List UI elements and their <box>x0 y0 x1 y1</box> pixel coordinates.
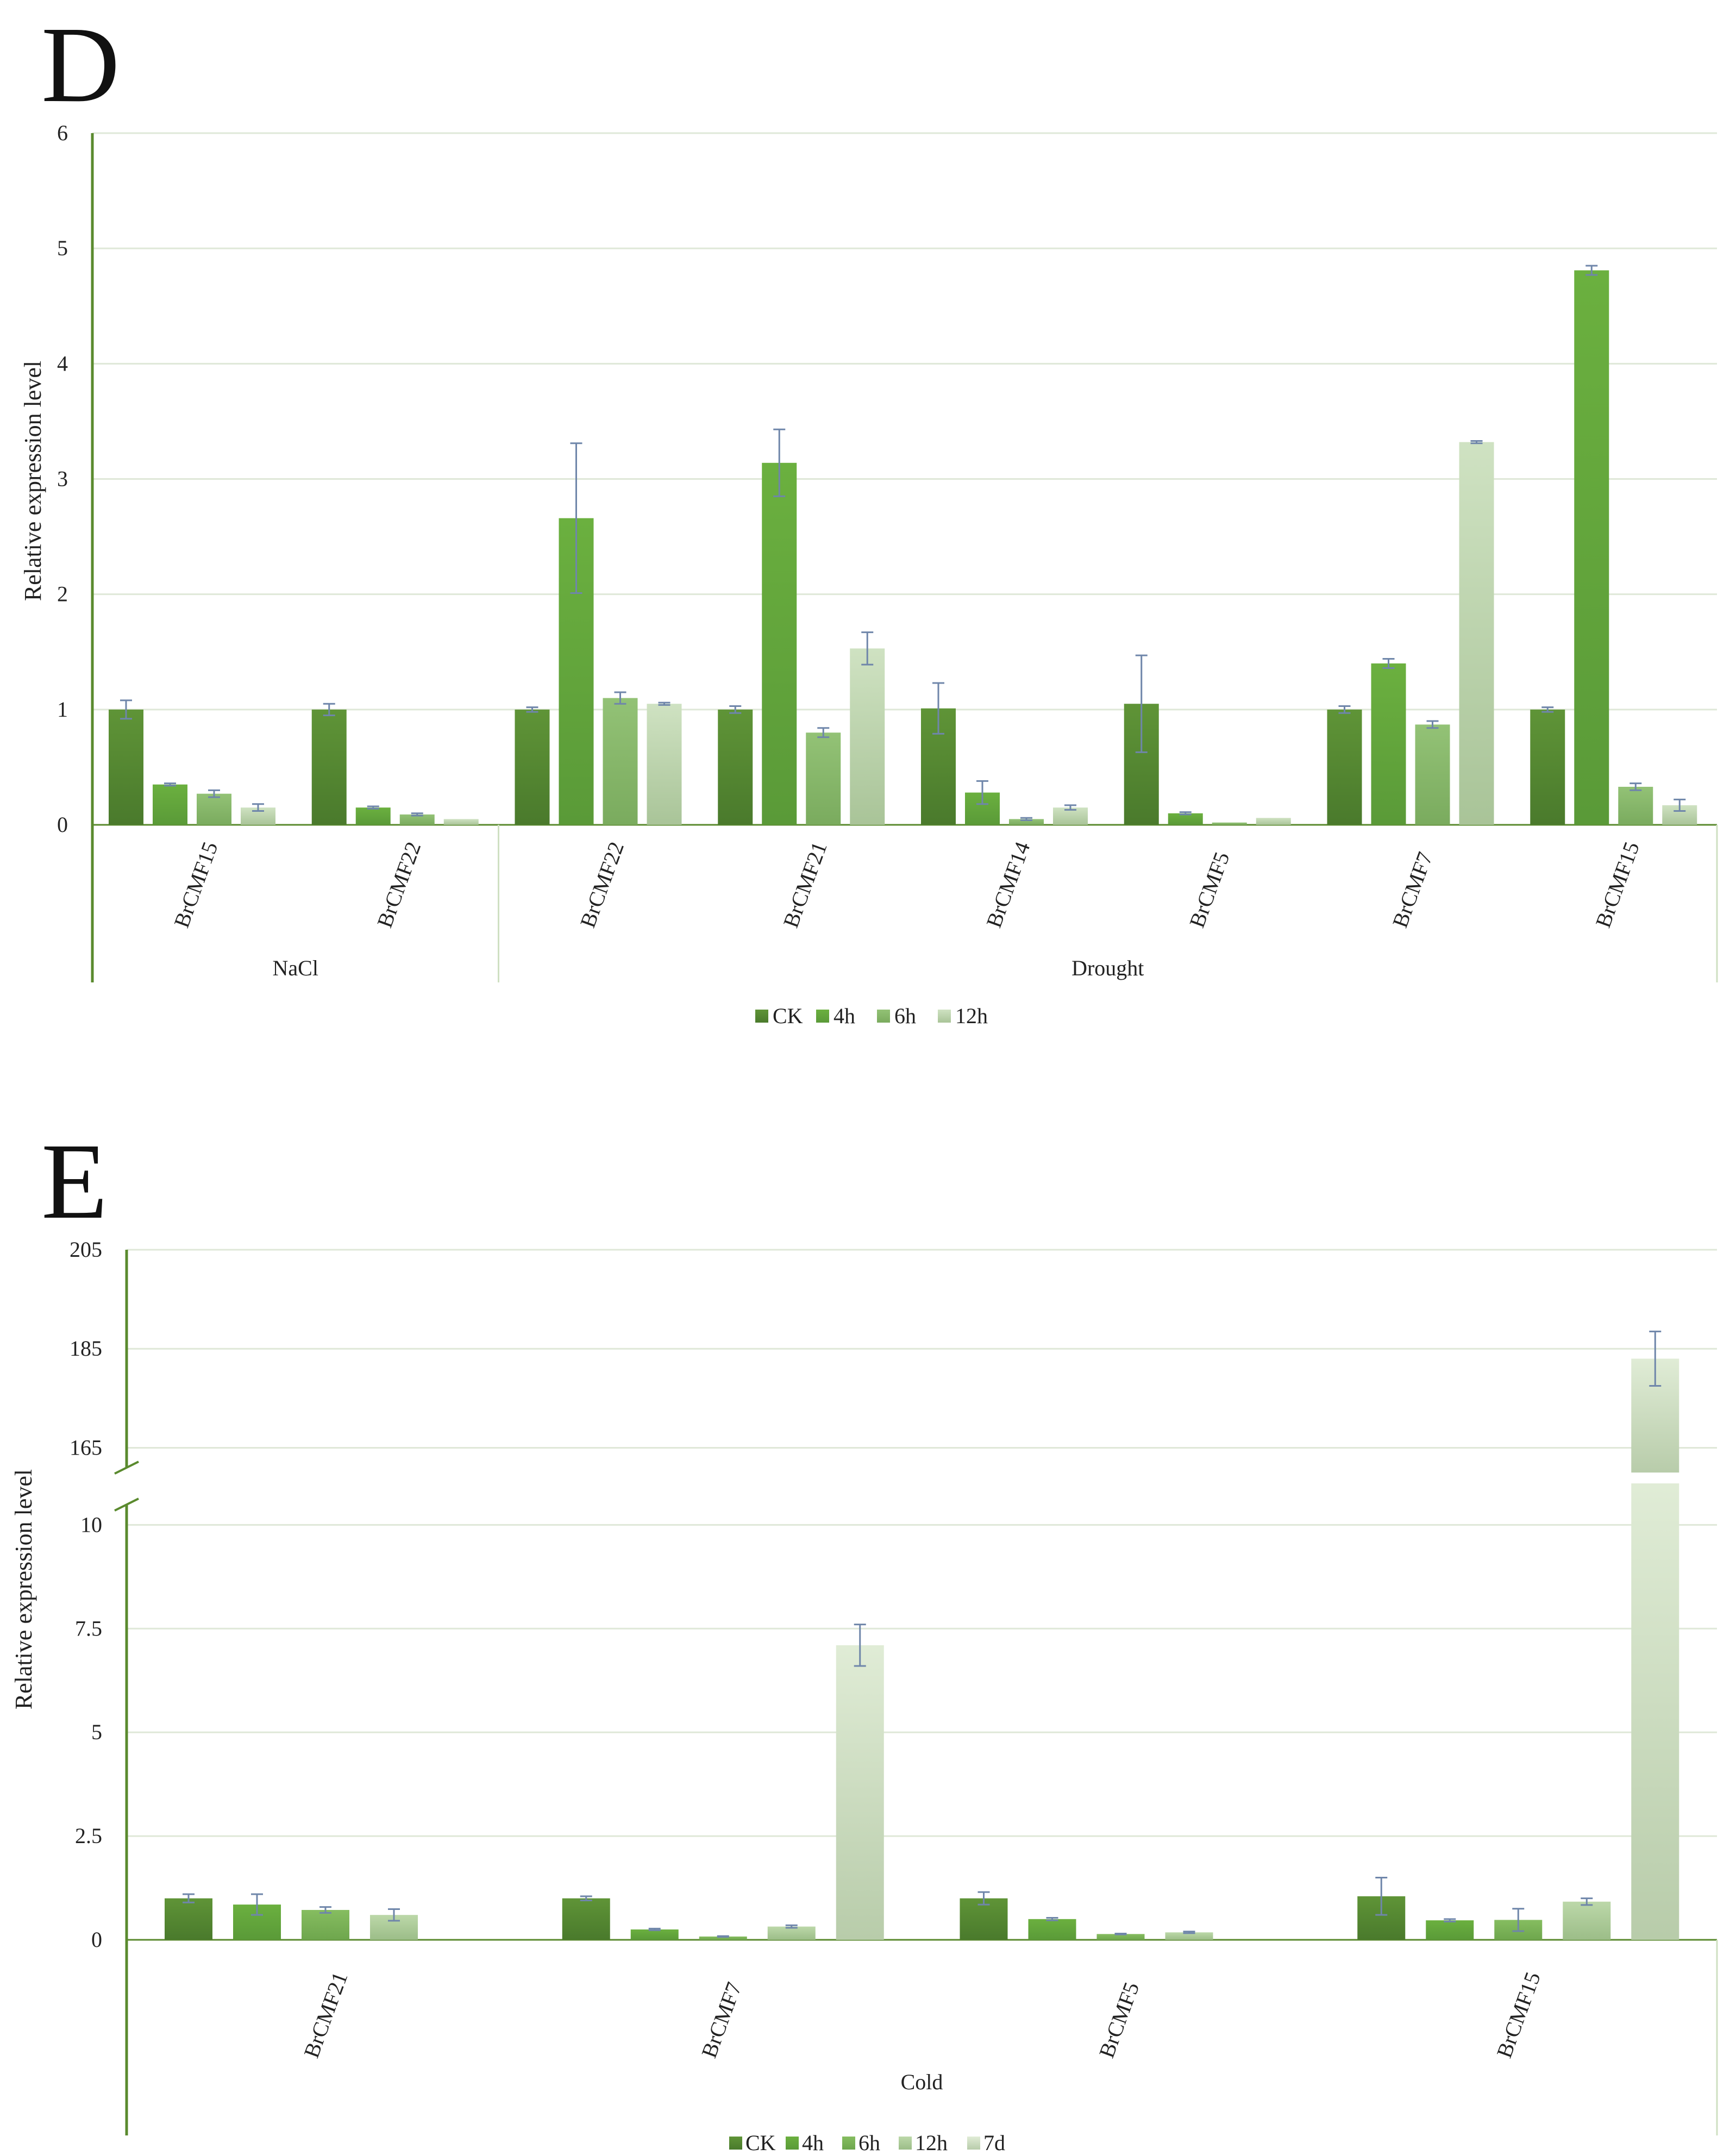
legend-label-e: 12h <box>915 2131 948 2155</box>
bar-d-4h <box>355 807 391 825</box>
category-label-d: BrCMF21 <box>778 838 832 931</box>
y-tick-d: 2 <box>57 582 68 606</box>
y-tick-e: 2.5 <box>75 1824 102 1848</box>
category-label-e: BrCMF21 <box>299 1969 353 2061</box>
legend-swatch-e <box>729 2137 742 2150</box>
y-tick-e: 7.5 <box>75 1616 102 1640</box>
bar-d-CK <box>515 709 550 825</box>
bar-d-CK <box>718 709 753 825</box>
legend-swatch-e <box>786 2137 799 2150</box>
legend-swatch-e <box>899 2137 912 2150</box>
y-tick-d: 5 <box>57 236 68 260</box>
group-label-e: Cold <box>901 2070 943 2094</box>
y-tick-d: 6 <box>57 121 68 145</box>
y-axis-label-e: Relative expression level <box>10 1469 37 1709</box>
bar-e-6h <box>302 1910 349 1940</box>
legend-label-e: 7d <box>983 2131 1005 2155</box>
category-label-e: BrCMF7 <box>697 1979 747 2061</box>
bar-d-4h <box>762 462 797 825</box>
y-tick-e: 185 <box>70 1336 102 1361</box>
category-label-d: BrCMF22 <box>575 838 629 931</box>
bar-d-4h <box>1371 663 1406 825</box>
bar-e-4h <box>1028 1919 1076 1940</box>
bar-d-12h <box>1459 442 1494 825</box>
y-tick-e: 165 <box>70 1435 102 1459</box>
y-tick-d: 1 <box>57 697 68 722</box>
legend-swatch-d <box>755 1010 768 1023</box>
axis-break-mark-e <box>114 1498 139 1512</box>
category-label-e: BrCMF15 <box>1491 1969 1545 2061</box>
y-tick-e: 0 <box>91 1927 102 1952</box>
category-label-d: BrCMF7 <box>1388 849 1438 931</box>
bar-d-4h <box>1574 270 1609 825</box>
legend-label-e: 6h <box>858 2131 880 2155</box>
bar-e-CK <box>165 1898 212 1940</box>
bar-e-CK <box>562 1898 610 1940</box>
category-label-e: BrCMF5 <box>1094 1979 1144 2061</box>
legend-label-e: CK <box>745 2131 776 2155</box>
bar-d-6h <box>1212 822 1247 825</box>
bar-d-12h <box>850 648 885 825</box>
panel-label-d: D <box>41 5 120 125</box>
legend-swatch-e <box>842 2137 855 2150</box>
panel-label-e: E <box>41 1122 108 1242</box>
bar-d-6h <box>603 698 638 825</box>
bar-e-6h <box>1096 1934 1145 1940</box>
y-tick-e: 10 <box>80 1512 102 1537</box>
axis-break-mark-e <box>114 1461 139 1475</box>
y-tick-d: 4 <box>57 351 68 375</box>
legend-swatch-e <box>967 2137 980 2150</box>
bar-e-7d <box>836 1645 884 1940</box>
bar-d-4h <box>1168 813 1203 825</box>
category-label-d: BrCMF15 <box>169 838 223 931</box>
group-label-d: Drought <box>1071 956 1144 980</box>
legend-swatch-d <box>816 1010 829 1023</box>
legend-label-d: 4h <box>833 1004 855 1028</box>
bar-d-CK <box>109 709 143 825</box>
y-tick-d: 3 <box>57 467 68 491</box>
legend-swatch-d <box>877 1010 890 1023</box>
bar-d-12h <box>1256 818 1291 825</box>
legend-swatch-d <box>938 1010 951 1023</box>
category-label-d: BrCMF22 <box>372 838 426 931</box>
legend-label-d: CK <box>773 1004 803 1028</box>
bar-e-4h <box>1426 1920 1474 1940</box>
bar-d-6h <box>1618 786 1653 825</box>
bar-d-6h <box>1009 819 1044 825</box>
legend-label-d: 6h <box>894 1004 916 1028</box>
bar-d-6h <box>399 814 435 825</box>
y-tick-d: 0 <box>57 812 68 837</box>
bar-d-12h <box>443 819 479 825</box>
y-tick-e: 205 <box>70 1237 102 1262</box>
bar-e-6h <box>699 1936 747 1940</box>
category-label-d: BrCMF15 <box>1590 838 1644 931</box>
legend-label-e: 4h <box>802 2131 824 2155</box>
bar-d-6h <box>197 793 231 825</box>
category-label-d: BrCMF14 <box>981 838 1035 931</box>
bar-e-4h <box>630 1929 679 1940</box>
bar-d-CK <box>311 709 347 825</box>
bar-d-6h <box>806 732 841 825</box>
y-axis-label-d: Relative expression level <box>20 361 46 601</box>
bar-d-CK <box>1327 709 1362 825</box>
category-label-d: BrCMF5 <box>1185 849 1234 931</box>
legend-label-d: 12h <box>955 1004 988 1028</box>
bar-d-6h <box>1415 724 1450 825</box>
bar-d-4h <box>153 784 187 825</box>
bar-e-12h <box>767 1926 816 1940</box>
group-label-d: NaCl <box>273 956 318 980</box>
bar-e-7d-lower <box>1631 1483 1679 1940</box>
bar-e-12h <box>1165 1932 1213 1940</box>
bar-e-12h <box>1563 1901 1611 1940</box>
y-tick-e: 5 <box>91 1720 102 1744</box>
bar-d-CK <box>1530 709 1565 825</box>
bar-d-12h <box>647 704 682 825</box>
